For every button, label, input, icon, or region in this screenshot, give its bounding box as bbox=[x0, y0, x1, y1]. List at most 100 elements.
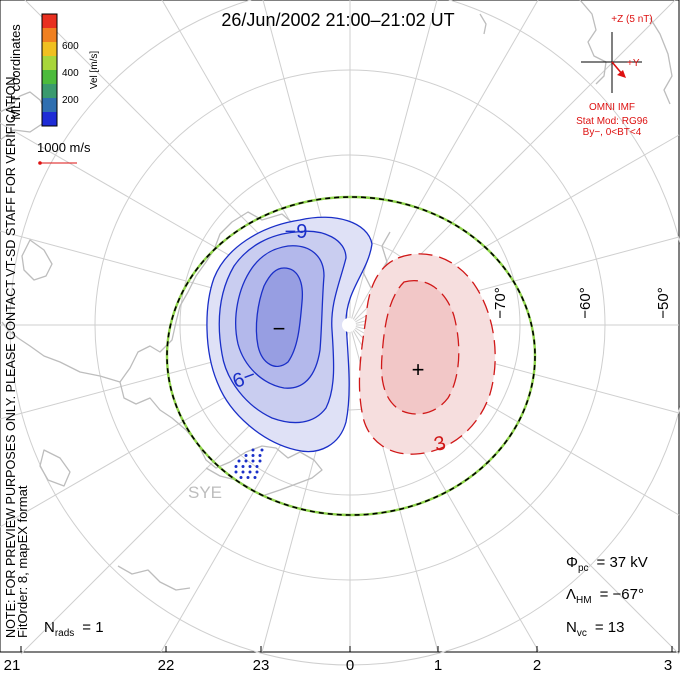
mlt-label-2: 2 bbox=[533, 657, 541, 674]
positive-cell-marker: + bbox=[412, 357, 425, 382]
imf-condition: By−, 0<BT<4 bbox=[583, 127, 642, 138]
nvc-subscript: vc bbox=[577, 628, 587, 639]
colorbar-swatch bbox=[42, 56, 57, 71]
colorbar-swatch bbox=[42, 84, 57, 99]
radar-data-point bbox=[258, 454, 262, 457]
radar-data-point bbox=[234, 470, 238, 474]
colorbar-tick-200: 200 bbox=[62, 95, 79, 106]
negative-cell-marker: − bbox=[273, 316, 286, 341]
mlt-label-0: 0 bbox=[346, 657, 354, 674]
imf-z-label: +Z (5 nT) bbox=[611, 14, 652, 25]
negative-contour-label-top: −9 bbox=[285, 221, 308, 243]
colorbar-frame bbox=[41, 13, 58, 127]
vector-scale-origin bbox=[38, 161, 42, 165]
antarctic-peninsula bbox=[1, 321, 121, 383]
colorbar-swatch bbox=[42, 28, 57, 43]
phi-subscript: pc bbox=[578, 563, 589, 574]
imf-source: OMNI IMF bbox=[589, 102, 635, 113]
pole-marker bbox=[342, 318, 356, 332]
colorbar-swatch bbox=[42, 112, 57, 127]
radar-data-point bbox=[255, 470, 259, 474]
mlt-label-22: 22 bbox=[158, 657, 175, 674]
lambda-hm-stat: ΛHM = −67° bbox=[566, 586, 644, 606]
radar-data-point bbox=[237, 459, 241, 463]
coast-bottom-left bbox=[117, 565, 191, 591]
nrads-subscript: rads bbox=[55, 628, 74, 639]
radar-label: SYE bbox=[188, 483, 222, 502]
nvc-value: = 13 bbox=[595, 619, 625, 636]
nvc-stat: Nvc = 13 bbox=[566, 619, 624, 639]
positive-contour-label: 3 bbox=[432, 432, 448, 456]
mlt-label-3: 3 bbox=[664, 657, 672, 674]
colorbar-tick-400: 400 bbox=[62, 68, 79, 79]
radar-data-point bbox=[258, 459, 262, 463]
phi-symbol: Φ bbox=[566, 554, 578, 571]
radar-data-point bbox=[251, 454, 255, 457]
mlt-axis-ticks bbox=[20, 646, 673, 652]
vector-scale-arrow bbox=[38, 161, 77, 165]
velocity-colorbar: 600 400 200 Vel [m/s] bbox=[41, 13, 100, 127]
mlat-label-70: −70° bbox=[492, 287, 509, 318]
hm-boundary-black bbox=[166, 196, 536, 516]
colorbar-swatch bbox=[42, 70, 57, 85]
phi-pc-stat: Φpc = 37 kV bbox=[566, 554, 648, 574]
mlt-label-21: 21 bbox=[4, 657, 21, 674]
map-title: 26/Jun/2002 21:00–21:02 UT bbox=[221, 10, 454, 30]
map-statistics: Φpc = 37 kV ΛHM = −67° Nvc = 13 Nrads = 1 bbox=[44, 554, 648, 639]
nrads-value: = 1 bbox=[82, 619, 103, 636]
mlt-axis-labels: 21 22 23 0 1 2 3 bbox=[4, 657, 673, 674]
colorbar-title: Vel [m/s] bbox=[89, 51, 100, 90]
colorbar-swatch bbox=[42, 42, 57, 57]
imf-clock: +Z (5 nT) +Y OMNI IMF Stat Mod: RG96 By−… bbox=[576, 14, 653, 138]
radar-data-point bbox=[244, 454, 248, 457]
radar-data-point bbox=[248, 465, 252, 468]
radar-data-point bbox=[251, 459, 255, 463]
radar-data-points bbox=[234, 448, 264, 479]
radar-data-point bbox=[251, 448, 255, 452]
mlt-label-23: 23 bbox=[253, 657, 270, 674]
phi-value: = 37 kV bbox=[597, 554, 648, 571]
coast-southwest bbox=[39, 449, 71, 487]
negative-cell bbox=[206, 216, 373, 453]
radar-data-point bbox=[255, 465, 259, 468]
meridian-11 bbox=[349, 0, 438, 326]
mlat-label-50: −50° bbox=[655, 287, 672, 318]
fit-order-note: FitOrder: 8, mapEX format bbox=[15, 485, 30, 638]
radar-data-point bbox=[241, 465, 245, 468]
colorbar-swatches bbox=[42, 14, 57, 127]
positive-cell bbox=[358, 253, 496, 455]
nvc-symbol: N bbox=[566, 619, 577, 636]
imf-model: Stat Mod: RG96 bbox=[576, 116, 648, 127]
coast-north bbox=[479, 13, 487, 35]
coast-northeast bbox=[579, 0, 607, 85]
lambda-symbol: Λ bbox=[566, 586, 576, 603]
mlat-label-60: −60° bbox=[577, 287, 594, 318]
coast-east bbox=[649, 17, 673, 105]
radar-data-point bbox=[260, 448, 264, 452]
radar-data-point bbox=[246, 476, 250, 479]
radar-data-point bbox=[234, 465, 238, 468]
nrads-stat: Nrads = 1 bbox=[44, 619, 104, 639]
vector-scale-label: 1000 m/s bbox=[37, 140, 91, 155]
colorbar-swatch bbox=[42, 14, 57, 29]
preview-note: NOTE: FOR PREVIEW PURPOSES ONLY. PLEASE … bbox=[3, 73, 18, 638]
lambda-value: = −67° bbox=[600, 586, 644, 603]
colorbar-swatch bbox=[42, 98, 57, 113]
coordinate-system-label: MLT coordinates bbox=[8, 24, 23, 120]
negative-contour-4 bbox=[255, 267, 304, 367]
radar-data-point bbox=[241, 470, 245, 474]
hm-boundary bbox=[165, 195, 537, 517]
colorbar-tick-600: 600 bbox=[62, 41, 79, 52]
radar-data-point bbox=[248, 470, 252, 474]
radar-data-point bbox=[253, 476, 257, 479]
radar-data-point bbox=[239, 476, 243, 479]
lambda-subscript: HM bbox=[576, 595, 592, 606]
radar-data-point bbox=[244, 459, 248, 463]
positive-contour-2 bbox=[380, 280, 460, 415]
ice-shelf-west bbox=[21, 239, 53, 281]
imf-y-label: +Y bbox=[627, 58, 640, 69]
mlt-label-1: 1 bbox=[434, 657, 442, 674]
imf-vector-arrowhead bbox=[617, 70, 626, 78]
nrads-symbol: N bbox=[44, 619, 55, 636]
